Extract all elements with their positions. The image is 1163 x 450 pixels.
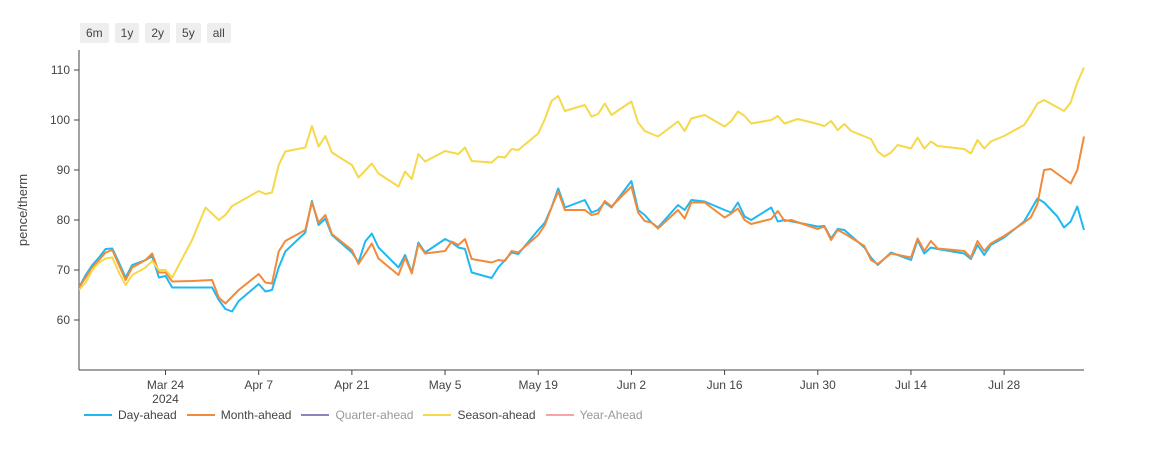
x-tick-label: Jun 30	[800, 378, 836, 392]
range-5y-button[interactable]: 5y	[176, 23, 201, 43]
x-tick-sublabel: 2024	[152, 392, 179, 406]
x-tick-label: Mar 24	[147, 378, 185, 392]
range-selector: 6m 1y 2y 5y all	[80, 23, 231, 43]
y-tick-label: 110	[51, 63, 70, 77]
legend-item-quarter-ahead[interactable]: Quarter-ahead	[301, 408, 413, 422]
y-tick-label: 100	[50, 113, 70, 127]
legend-swatch-quarter-ahead	[301, 414, 330, 416]
x-tick-label: Jun 16	[707, 378, 743, 392]
legend-label-quarter-ahead: Quarter-ahead	[335, 408, 414, 422]
series-line-month-ahead[interactable]	[79, 136, 1085, 305]
legend: Day-ahead Month-ahead Quarter-ahead Season-…	[84, 408, 643, 422]
x-tick-label: Apr 7	[244, 378, 273, 392]
series-line-day-ahead[interactable]	[79, 180, 1085, 313]
range-1y-button[interactable]: 1y	[114, 23, 140, 43]
legend-item-day-ahead[interactable]: Day-ahead	[84, 408, 177, 422]
legend-label-season-ahead: Season-ahead	[457, 408, 536, 422]
legend-swatch-month-ahead	[186, 414, 215, 416]
y-axis-label: pence/therm	[15, 174, 30, 246]
x-tick-label: May 19	[519, 378, 559, 392]
y-tick-label: 70	[57, 263, 71, 277]
y-tick-label: 60	[57, 313, 71, 327]
legend-swatch-day-ahead	[84, 414, 112, 416]
legend-swatch-season-ahead	[423, 414, 452, 416]
plot-area[interactable]	[79, 67, 1085, 313]
legend-label-day-ahead: Day-ahead	[118, 408, 177, 422]
range-2y-button[interactable]: 2y	[145, 23, 171, 43]
x-tick-label: Apr 21	[334, 378, 370, 392]
x-tick-label: May 5	[429, 378, 462, 392]
legend-label-year-ahead: Year-Ahead	[579, 408, 643, 422]
legend-item-month-ahead[interactable]: Month-ahead	[186, 408, 292, 422]
legend-item-year-ahead[interactable]: Year-Ahead	[545, 408, 643, 422]
legend-swatch-year-ahead	[545, 414, 574, 416]
y-tick-label: 90	[57, 163, 71, 177]
series-line-season-ahead[interactable]	[79, 67, 1085, 291]
legend-label-month-ahead: Month-ahead	[220, 408, 292, 422]
x-tick-label: Jun 2	[617, 378, 647, 392]
range-6m-button[interactable]: 6m	[80, 23, 109, 43]
x-tick-label: Jul 28	[988, 378, 1020, 392]
range-all-button[interactable]: all	[206, 23, 231, 43]
y-tick-label: 80	[57, 213, 71, 227]
x-tick-label: Jul 14	[895, 378, 927, 392]
legend-item-season-ahead[interactable]: Season-ahead	[423, 408, 536, 422]
y-axis: 60 70 80 90 100 110	[50, 50, 80, 370]
